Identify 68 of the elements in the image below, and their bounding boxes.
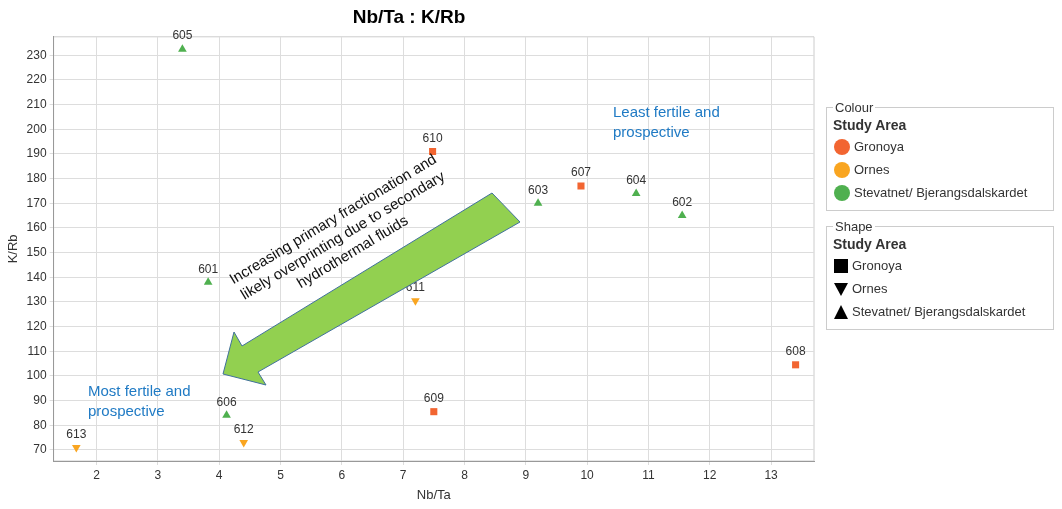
y-tick-label: 140 [26,269,47,284]
annotation: 607 [570,165,592,180]
x-tick-label: 13 [764,467,779,482]
point [430,408,438,416]
annotation: 609 [423,390,445,405]
annotation: 606 [216,394,237,409]
annotation: Most fertile and prospective [88,381,191,419]
x-tick-label: 11 [642,467,655,482]
annotation: 601 [198,261,219,276]
point [677,210,687,219]
y-tick-label: 130 [26,294,47,309]
y-tick-label: 110 [27,343,47,358]
x-tick-label: 10 [580,467,595,482]
annotation: 604 [626,172,647,187]
point [203,277,213,285]
annotation: 608 [785,344,806,359]
text: Shape [834,219,874,234]
annotation: 610 [422,130,443,145]
annotation: 613 [66,426,87,441]
y-tick-label: 100 [26,368,47,383]
y-tick-label: 150 [26,244,47,259]
annotation: 603 [528,182,549,197]
x-tick-label: 2 [93,467,101,482]
point [71,444,81,453]
x-tick-label: 6 [338,467,346,482]
y-tick-label: 160 [26,220,47,235]
x-tick-label: 3 [154,467,162,482]
chart-title: Nb/Ta : K/Rb [352,5,466,27]
y-tick-label: 190 [26,146,47,161]
y-tick-label: 90 [33,392,47,407]
point [222,410,231,418]
x-tick-label: 5 [277,467,285,482]
text: Stevatnet/ Bjerangsdalskardet [852,304,1026,319]
legend-label: Stevatnet/ Bjerangsdalskardet [854,185,1028,200]
annotation: Least fertile and prospective [613,102,720,140]
y-axis-title: K/Rb [5,234,21,264]
text: Colour [834,100,875,115]
text: Gronoya [852,258,902,273]
legend-label: Ornes [854,162,890,177]
text: Ornes [852,281,888,296]
x-axis-title: Nb/Ta [416,486,452,502]
y-tick-label: 180 [26,170,47,185]
annotation: 602 [672,194,693,209]
y-tick-label: 80 [33,417,47,432]
annotation: 605 [172,28,193,43]
x-tick-label: 12 [703,467,717,482]
y-tick-label: 200 [26,121,47,136]
x-tick-label: 8 [461,467,469,482]
text: Study Area [833,236,907,252]
y-tick-label: 70 [33,442,47,457]
point [792,361,800,369]
legend-label: Gronoya [854,139,904,154]
point [411,298,420,306]
point [533,198,543,206]
x-tick-label: 9 [522,467,530,482]
annotation: 612 [233,421,255,436]
x-tick-label: 7 [399,467,407,482]
y-tick-label: 210 [26,96,47,111]
y-tick-label: 120 [26,318,47,333]
y-tick-label: 230 [26,47,47,62]
point [631,188,641,196]
y-tick-label: 220 [26,72,47,87]
y-tick-label: 170 [26,195,47,210]
x-tick-label: 4 [215,467,223,482]
point [577,182,585,190]
point [178,44,187,52]
legend-title: Study Area [833,117,908,133]
point [239,440,249,448]
